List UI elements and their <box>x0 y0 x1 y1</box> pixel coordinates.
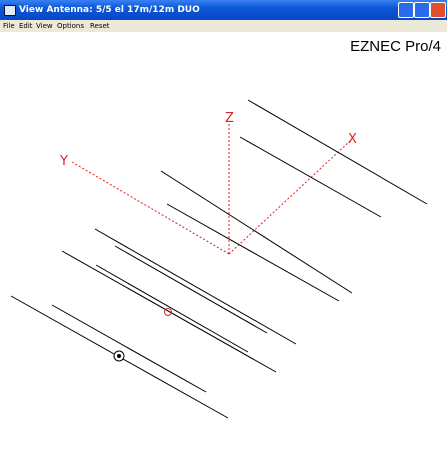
wire <box>95 264 249 353</box>
wire <box>51 304 207 393</box>
maximize-button[interactable] <box>414 2 430 18</box>
source-dot <box>117 354 121 358</box>
menu-item[interactable]: Edit <box>19 22 33 30</box>
minimize-button[interactable] <box>398 2 414 18</box>
brand-label: EZNEC Pro/4 <box>350 38 441 55</box>
wire <box>94 228 297 345</box>
wire <box>247 99 428 205</box>
y-axis <box>71 161 230 255</box>
wire <box>114 245 268 334</box>
wire <box>239 136 382 218</box>
y-axis-label: Y <box>59 154 68 169</box>
wire <box>61 250 277 373</box>
menu-bar: File Edit View Options Reset <box>0 20 447 32</box>
wire <box>166 203 340 302</box>
menu-item[interactable]: File <box>3 22 15 30</box>
app-icon <box>4 5 16 16</box>
menu-item[interactable]: Options <box>57 22 85 30</box>
title-bar: View Antenna: 5/5 el 17m/12m DUO <box>0 0 447 20</box>
menu-item[interactable]: View <box>36 22 53 30</box>
z-axis-label: Z <box>225 111 234 126</box>
window-title: View Antenna: 5/5 el 17m/12m DUO <box>19 5 200 15</box>
menu-item[interactable]: Reset <box>90 22 110 30</box>
x-axis <box>228 140 351 255</box>
wire <box>160 170 353 294</box>
load-marker <box>164 308 172 316</box>
x-axis-label: X <box>348 132 357 147</box>
close-button[interactable] <box>430 2 446 18</box>
